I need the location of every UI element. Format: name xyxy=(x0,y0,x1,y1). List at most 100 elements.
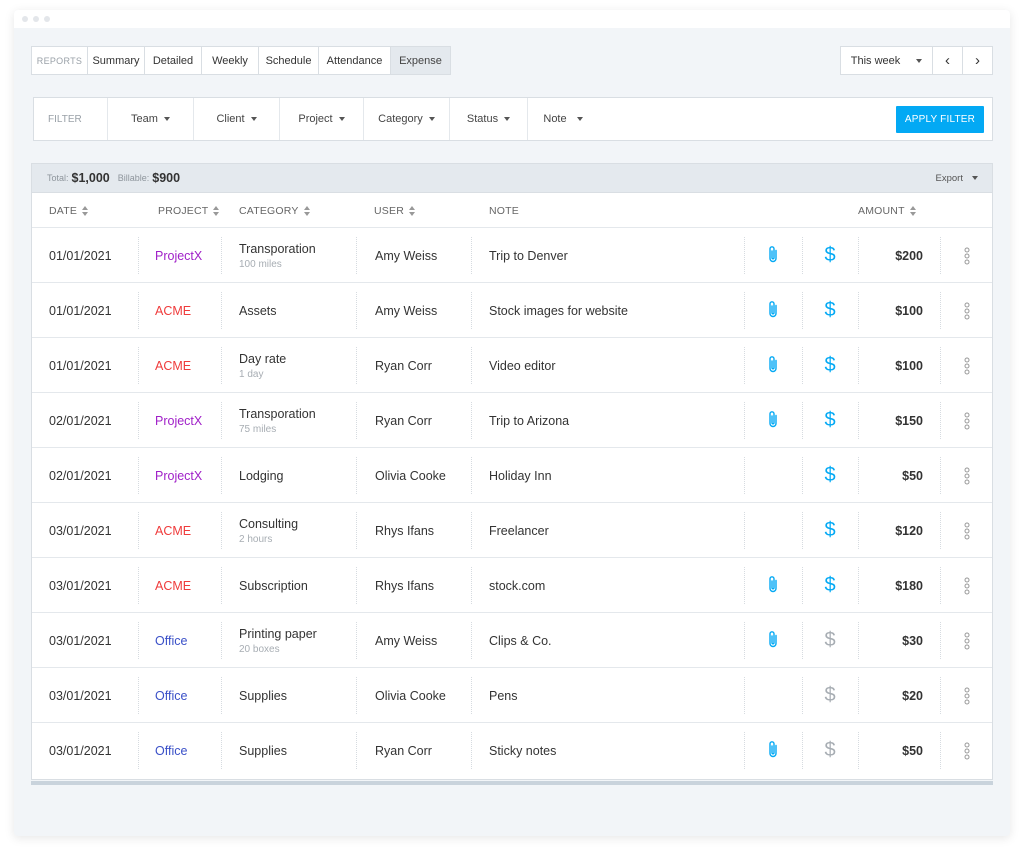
prev-week-button[interactable]: ‹ xyxy=(933,47,963,74)
row-menu-button[interactable] xyxy=(940,283,994,338)
row-date: 02/01/2021 xyxy=(49,413,112,428)
attachment-cell[interactable] xyxy=(744,283,802,338)
paperclip-icon[interactable] xyxy=(767,630,779,652)
attachment-cell[interactable] xyxy=(744,558,802,613)
tab-attendance[interactable]: Attendance xyxy=(319,47,391,74)
column-divider xyxy=(858,347,859,384)
row-note: Video editor xyxy=(489,358,556,373)
column-project[interactable]: PROJECT xyxy=(158,193,220,228)
filter-status[interactable]: Status xyxy=(450,98,528,140)
row-note: Stock images for website xyxy=(489,303,628,318)
next-week-button[interactable]: › xyxy=(975,52,980,69)
tab-detailed[interactable]: Detailed xyxy=(145,47,202,74)
filter-note[interactable]: Note xyxy=(528,98,598,140)
column-user[interactable]: USER xyxy=(374,193,415,228)
attachment-cell[interactable] xyxy=(744,393,802,448)
row-project[interactable]: ACME xyxy=(155,358,192,373)
table-row[interactable]: 01/01/2021 ProjectX Transporation 100 miles… xyxy=(32,228,992,283)
attachment-cell[interactable] xyxy=(744,338,802,393)
row-menu-button[interactable] xyxy=(940,393,994,448)
billable-dollar-icon[interactable]: $ xyxy=(824,354,836,376)
billable-dollar-icon[interactable]: $ xyxy=(824,629,836,651)
attachment-cell[interactable] xyxy=(744,723,802,778)
table-row[interactable]: 01/01/2021 ACME Assets Amy Weiss Stock image… xyxy=(32,283,992,338)
week-select[interactable]: This week xyxy=(841,47,933,74)
column-amount[interactable]: AMOUNT xyxy=(858,193,916,228)
billable-dollar-icon[interactable]: $ xyxy=(824,464,836,486)
column-divider xyxy=(744,402,745,439)
export-button[interactable]: Export xyxy=(936,164,978,192)
column-divider xyxy=(940,237,941,274)
table-row[interactable]: 03/01/2021 ACME Consulting 2 hours Rhys Ifan… xyxy=(32,503,992,558)
table-row[interactable]: 03/01/2021 ACME Subscription Rhys Ifans stoc… xyxy=(32,558,992,613)
row-category-label: Day rate xyxy=(239,351,287,366)
row-project[interactable]: Office xyxy=(155,688,188,703)
apply-filter-button[interactable]: APPLY FILTER xyxy=(896,106,984,133)
row-menu-button[interactable] xyxy=(940,503,994,558)
row-project[interactable]: ACME xyxy=(155,578,192,593)
row-menu-button[interactable] xyxy=(940,338,994,393)
row-category-label: Transporation xyxy=(239,241,316,256)
table-row[interactable]: 03/01/2021 Office Supplies Olivia Cooke Pens… xyxy=(32,668,992,723)
row-project[interactable]: ACME xyxy=(155,303,192,318)
paperclip-icon[interactable] xyxy=(767,410,779,432)
row-menu-button[interactable] xyxy=(940,723,994,778)
chevron-down-icon xyxy=(338,117,345,121)
row-menu-button[interactable] xyxy=(940,228,994,283)
attachment-cell[interactable] xyxy=(744,613,802,668)
column-category[interactable]: CATEGORY xyxy=(239,193,310,228)
row-menu-button[interactable] xyxy=(940,613,994,668)
column-divider xyxy=(744,622,745,659)
filter-client[interactable]: Client xyxy=(194,98,280,140)
filter-team[interactable]: Team xyxy=(108,98,194,140)
column-divider xyxy=(471,292,472,329)
row-note: Freelancer xyxy=(489,523,549,538)
column-divider xyxy=(940,457,941,494)
table-row[interactable]: 01/01/2021 ACME Day rate 1 day Ryan Corr Vide… xyxy=(32,338,992,393)
column-date[interactable]: DATE xyxy=(49,193,89,228)
billable-dollar-icon[interactable]: $ xyxy=(824,244,836,266)
row-user: Amy Weiss xyxy=(375,248,438,263)
row-menu-button[interactable] xyxy=(940,558,994,613)
attachment-cell[interactable] xyxy=(744,228,802,283)
reports-label: REPORTS xyxy=(32,47,88,74)
more-vertical-icon xyxy=(964,632,970,649)
attachment-cell xyxy=(744,448,802,503)
table-row[interactable]: 03/01/2021 Office Supplies Ryan Corr Sticky … xyxy=(32,723,992,778)
table-row[interactable]: 02/01/2021 ProjectX Transporation 75 miles R… xyxy=(32,393,992,448)
filter-project[interactable]: Project xyxy=(280,98,364,140)
row-menu-button[interactable] xyxy=(940,448,994,503)
column-divider xyxy=(138,677,139,714)
row-project[interactable]: ACME xyxy=(155,523,192,538)
tab-schedule[interactable]: Schedule xyxy=(259,47,319,74)
tab-expense[interactable]: Expense xyxy=(391,47,450,74)
table-row[interactable]: 03/01/2021 Office Printing paper 20 boxes Am… xyxy=(32,613,992,668)
billable-dollar-icon[interactable]: $ xyxy=(824,739,836,761)
row-project[interactable]: ProjectX xyxy=(155,248,203,263)
row-project[interactable]: ProjectX xyxy=(155,413,203,428)
paperclip-icon[interactable] xyxy=(767,740,779,762)
tab-summary[interactable]: Summary xyxy=(88,47,145,74)
row-project[interactable]: ProjectX xyxy=(155,468,203,483)
filter-category-label: Category xyxy=(378,113,423,125)
row-project[interactable]: Office xyxy=(155,633,188,648)
tab-weekly[interactable]: Weekly xyxy=(202,47,259,74)
filter-category[interactable]: Category xyxy=(364,98,450,140)
table-row[interactable]: 02/01/2021 ProjectX Lodging Olivia Cooke Hol… xyxy=(32,448,992,503)
billable-dollar-icon[interactable]: $ xyxy=(824,519,836,541)
row-date: 03/01/2021 xyxy=(49,578,112,593)
paperclip-icon[interactable] xyxy=(767,300,779,322)
row-amount: $50 xyxy=(902,743,923,758)
paperclip-icon[interactable] xyxy=(767,355,779,377)
billable-dollar-icon[interactable]: $ xyxy=(824,684,836,706)
paperclip-icon[interactable] xyxy=(767,575,779,597)
billable-dollar-icon[interactable]: $ xyxy=(824,299,836,321)
billable-dollar-icon[interactable]: $ xyxy=(824,409,836,431)
title-bar xyxy=(14,10,1010,28)
table-scrollbar[interactable] xyxy=(31,781,993,785)
row-project[interactable]: Office xyxy=(155,743,188,758)
paperclip-icon[interactable] xyxy=(767,245,779,267)
window-dot xyxy=(44,16,50,22)
row-menu-button[interactable] xyxy=(940,668,994,723)
billable-dollar-icon[interactable]: $ xyxy=(824,574,836,596)
